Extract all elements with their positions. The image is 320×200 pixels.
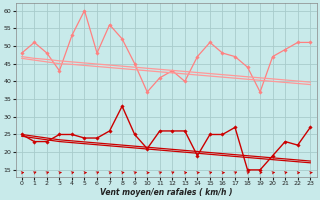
X-axis label: Vent moyen/en rafales ( km/h ): Vent moyen/en rafales ( km/h ): [100, 188, 232, 197]
